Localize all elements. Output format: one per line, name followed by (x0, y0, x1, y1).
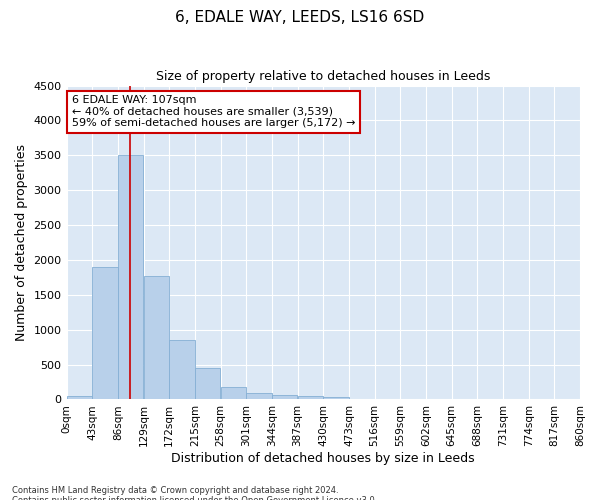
X-axis label: Distribution of detached houses by size in Leeds: Distribution of detached houses by size … (172, 452, 475, 465)
Bar (144, 276, 169, 400)
Text: 6 EDALE WAY: 107sqm
← 40% of detached houses are smaller (3,539)
59% of semi-det: 6 EDALE WAY: 107sqm ← 40% of detached ho… (71, 95, 355, 128)
Text: Contains public sector information licensed under the Open Government Licence v3: Contains public sector information licen… (12, 496, 377, 500)
Bar (323, 396, 349, 400)
Bar (195, 368, 220, 400)
Bar (67, 396, 92, 400)
Text: 6, EDALE WAY, LEEDS, LS16 6SD: 6, EDALE WAY, LEEDS, LS16 6SD (175, 10, 425, 25)
Text: Contains HM Land Registry data © Crown copyright and database right 2024.: Contains HM Land Registry data © Crown c… (12, 486, 338, 495)
Bar (221, 388, 246, 400)
Bar (272, 394, 298, 400)
Y-axis label: Number of detached properties: Number of detached properties (15, 144, 28, 341)
Bar (298, 396, 323, 400)
Bar (118, 156, 143, 400)
Bar (247, 393, 272, 400)
Bar (92, 267, 118, 400)
Bar (169, 340, 195, 400)
Title: Size of property relative to detached houses in Leeds: Size of property relative to detached ho… (156, 70, 490, 83)
